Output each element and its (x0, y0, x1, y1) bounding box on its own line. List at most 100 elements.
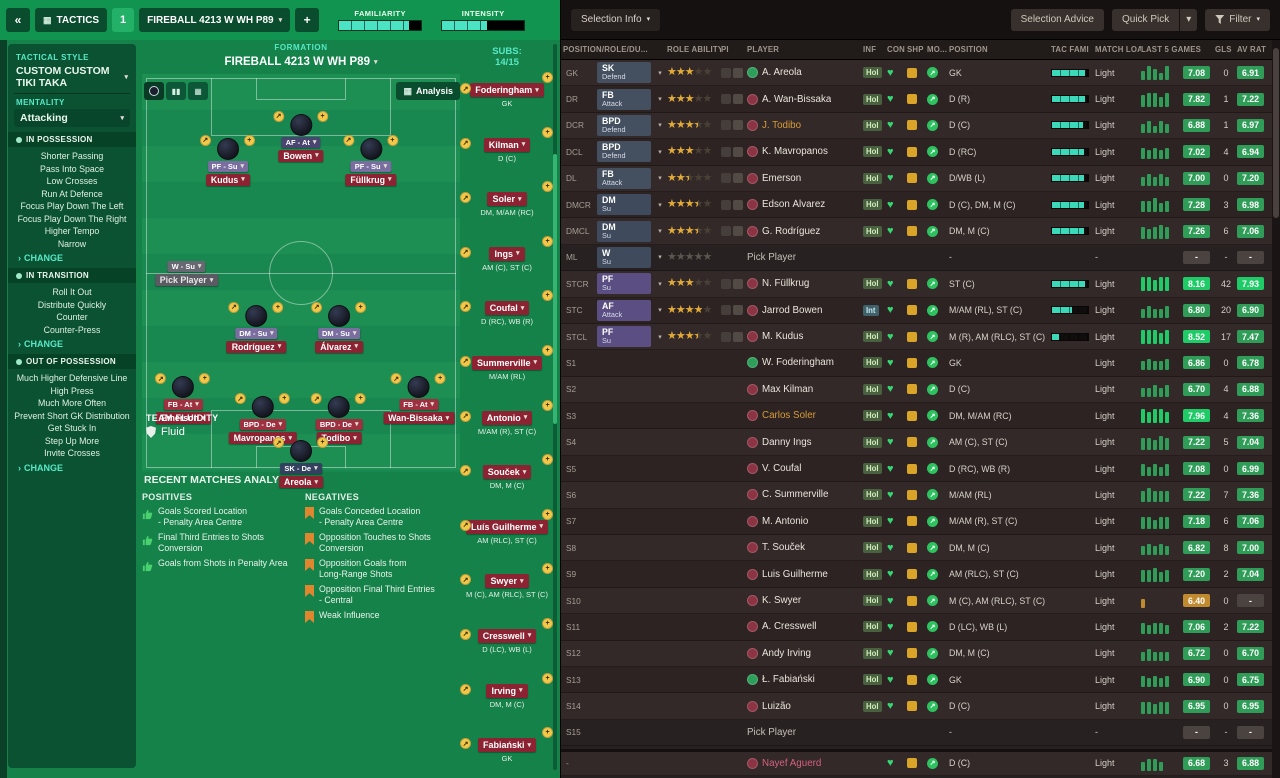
player-name[interactable]: V. Coufal (762, 463, 802, 475)
pitch-player[interactable]: ↗ + SK - De ▾ Areola ▾ (273, 437, 328, 489)
role-duty-dropdown[interactable]: DM Su (597, 220, 651, 242)
sub-player[interactable]: ↗ Irving ▾ + DM, M (C) (460, 669, 554, 724)
sub-player[interactable]: ↗ Luís Guilherme ▾ + AM (RLC), ST (C) (460, 505, 554, 560)
player-row[interactable]: S12 Andy Irving Hol ♥ ↗ DM, M (C) Light 6.72 0 6.… (561, 640, 1273, 667)
tactics-tab[interactable]: ▦ TACTICS (35, 8, 108, 32)
sub-name-dropdown[interactable]: Ings ▾ (489, 246, 525, 261)
column-header[interactable]: MO... (927, 45, 948, 54)
tactic-name-dropdown[interactable]: FIREBALL 4213 W WH P89 ▾ (139, 8, 291, 32)
swap-arrow-icon[interactable]: ↗ (460, 410, 471, 422)
sub-player[interactable]: ↗ Coufal ▾ + D (RC), WB (R) (460, 286, 554, 341)
player-name[interactable]: Pick Player (747, 251, 796, 263)
player-name-dropdown[interactable]: Bowen ▾ (278, 149, 324, 162)
chevron-down-icon[interactable]: ▾ (658, 307, 662, 315)
scrollbar-thumb[interactable] (553, 154, 557, 424)
pitch-player[interactable]: ↗ + FB - At ▾ Emerson ▾ (155, 373, 211, 425)
tactical-style-dropdown[interactable]: CUSTOM CUSTOM TIKI TAKA ▾ (14, 64, 130, 94)
player-name[interactable]: Ł. Fabiański (762, 674, 815, 686)
player-row[interactable]: S10 K. Swyer Hol ♥ ↗ M (C), AM (RLC), ST (C) L… (561, 587, 1273, 615)
role-duty-dropdown[interactable]: DM Su (597, 194, 651, 216)
sub-player[interactable]: ↗ Fabiański ▾ + GK (460, 723, 554, 778)
player-name[interactable]: M. Antonio (762, 515, 809, 527)
sub-name-dropdown[interactable]: Soler ▾ (487, 192, 527, 207)
column-header[interactable]: GLS (1215, 45, 1232, 54)
column-header[interactable]: ROLE ABILITY (667, 45, 721, 54)
chevron-down-icon[interactable]: ▾ (658, 175, 662, 183)
role-duty-dropdown[interactable]: PF Su (597, 326, 651, 348)
player-row[interactable]: S2 Max Kilman Hol ♥ ↗ D (C) Light 6.70 4 6.88 (561, 376, 1273, 404)
add-icon[interactable]: + (542, 235, 553, 247)
player-name-dropdown[interactable]: Areola ▾ (279, 476, 323, 489)
column-header[interactable]: MATCH LOAD (1095, 45, 1141, 54)
add-icon[interactable]: + (542, 454, 553, 466)
role-duty-dropdown[interactable]: DM - Su ▾ (235, 327, 278, 339)
pitch-player[interactable]: ↗ + PF - Su ▾ Füllkrug ▾ (342, 134, 398, 186)
chevron-down-icon[interactable]: ▾ (658, 69, 662, 77)
sub-name-dropdown[interactable]: Antonio ▾ (481, 410, 533, 425)
swap-arrow-icon[interactable]: ↗ (460, 301, 471, 313)
selection-advice-button[interactable]: Selection Advice (1010, 8, 1104, 31)
player-name[interactable]: Luis Guilherme (762, 568, 828, 580)
player-row[interactable]: S14 Luizão Hol ♥ ↗ D (C) Light 6.95 0 6.95 (561, 693, 1273, 720)
player-name-dropdown[interactable]: Wan-Bissaka ▾ (383, 412, 455, 425)
pitch-player[interactable]: ↗ + DM - Su ▾ Álvarez ▾ (311, 301, 367, 353)
sub-player[interactable]: ↗ Ings ▾ + AM (C), ST (C) (460, 232, 554, 287)
role-duty-dropdown[interactable]: W Su (597, 246, 651, 268)
player-name[interactable]: G. Rodríguez (762, 225, 821, 237)
pitch-player[interactable]: ↗ + DM - Su ▾ Rodríguez ▾ (226, 301, 287, 353)
player-name[interactable]: A. Cresswell (762, 621, 817, 633)
sub-name-dropdown[interactable]: Luís Guilherme ▾ (465, 519, 549, 534)
table-scrollbar[interactable] (1272, 40, 1280, 778)
swap-arrow-icon[interactable]: ↗ (460, 192, 471, 204)
role-duty-dropdown[interactable]: FB - At ▾ (163, 399, 203, 411)
swap-arrow-icon[interactable]: ↗ (460, 246, 471, 258)
player-row[interactable]: S13 Ł. Fabiański Hol ♥ ↗ GK Light 6.90 0 6.75 (561, 666, 1273, 694)
player-name[interactable]: M. Kudus (762, 331, 804, 343)
add-icon[interactable]: + (542, 126, 553, 138)
chevron-down-icon[interactable]: ▾ (658, 280, 662, 288)
analysis-button[interactable]: ▦ Analysis (396, 82, 460, 100)
sub-name-dropdown[interactable]: Summerville ▾ (471, 355, 543, 370)
player-name[interactable]: Emerson (762, 172, 802, 184)
sub-player[interactable]: ↗ Summerville ▾ + M/AM (RL) (460, 341, 554, 396)
sub-player[interactable]: ↗ Cresswell ▾ + D (LC), WB (L) (460, 614, 554, 669)
swap-arrow-icon[interactable]: ↗ (460, 83, 471, 94)
player-row[interactable]: - Nayef Aguerd ♥ ↗ D (C) Light 6.68 3 6.88 (561, 749, 1273, 776)
quick-pick-menu-button[interactable]: ▾ (1180, 8, 1198, 31)
role-duty-dropdown[interactable]: FB Attack (597, 167, 651, 189)
player-row[interactable]: S7 M. Antonio Hol ♥ ↗ M/AM (R), ST (C) Light 7.… (561, 508, 1273, 536)
column-header[interactable]: POSITION (949, 45, 988, 54)
role-duty-dropdown[interactable]: PF - Su ▾ (207, 160, 249, 172)
add-icon[interactable]: + (542, 617, 553, 629)
role-duty-dropdown[interactable]: AF Attack (597, 299, 651, 321)
add-icon[interactable]: + (542, 72, 553, 83)
sub-player[interactable]: ↗ Souček ▾ + DM, M (C) (460, 450, 554, 505)
swap-arrow-icon[interactable]: ↗ (460, 465, 471, 477)
column-header[interactable]: AV RAT (1237, 45, 1267, 54)
stats-view-button[interactable]: ▮▮ (166, 82, 186, 100)
player-name[interactable]: Jarrod Bowen (762, 304, 823, 316)
player-name-dropdown[interactable]: Emerson ▾ (156, 412, 211, 425)
sub-player[interactable]: ↗ Soler ▾ + DM, M/AM (RC) (460, 177, 554, 232)
pitch-player[interactable]: ↗ + PF - Su ▾ Kudus ▾ (199, 134, 255, 186)
chevron-down-icon[interactable]: ▾ (658, 201, 662, 209)
filter-dropdown[interactable]: Filter ▾ (1205, 8, 1270, 31)
player-row[interactable]: S9 Luis Guilherme Hol ♥ ↗ AM (RLC), ST (C) Lig… (561, 561, 1273, 588)
player-name[interactable]: C. Summerville (762, 489, 829, 501)
grid-view-button[interactable]: ▦ (188, 82, 208, 100)
player-name[interactable]: K. Mavropanos (762, 146, 828, 158)
player-row[interactable]: S8 T. Souček Hol ♥ ↗ DM, M (C) Light 6.82 8 7.00 (561, 535, 1273, 562)
player-name[interactable]: K. Swyer (762, 595, 802, 606)
sub-player[interactable]: ↗ Swyer ▾ + M (C), AM (RLC), ST (C) (460, 559, 554, 614)
player-name[interactable]: A. Wan-Bissaka (762, 93, 832, 105)
role-duty-dropdown[interactable]: BPD - De ▾ (315, 419, 363, 431)
sub-name-dropdown[interactable]: Irving ▾ (486, 683, 528, 698)
column-header[interactable]: PLAYER (747, 45, 780, 54)
formation-dropdown[interactable]: FIREBALL 4213 W WH P89 ▾ (224, 56, 377, 68)
